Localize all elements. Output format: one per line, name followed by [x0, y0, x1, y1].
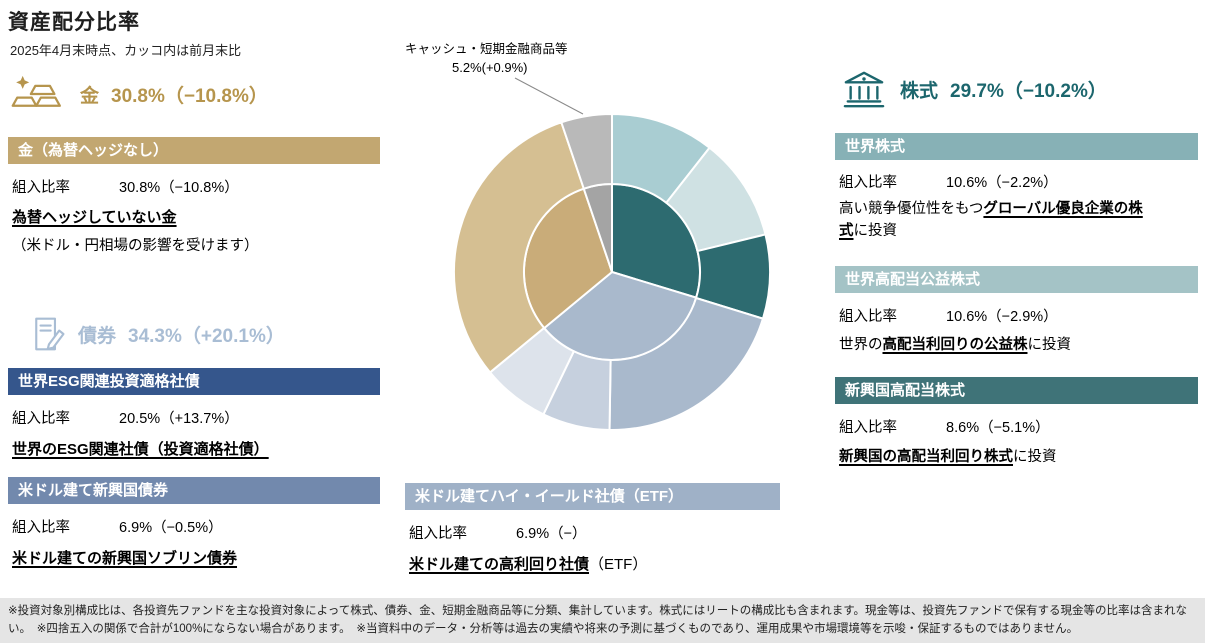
memo-pencil-icon [32, 314, 66, 354]
gold-summary-value: 30.8%（−10.8%） [111, 85, 268, 107]
cash-annotation-value: 5.2%(+0.9%) [452, 60, 528, 75]
gold-bars-icon [10, 74, 68, 114]
utility-stock-card-header: 世界高配当公益株式 [835, 266, 1198, 293]
em-bond-description: 米ドル建ての新興国ソブリン債券 [12, 550, 238, 567]
esg-bond-ratio-line: 組入比率 20.5%（+13.7%） [12, 407, 239, 428]
allocation-pie-chart [453, 77, 771, 431]
hy-bond-ratio-line: 組入比率 6.9%（−） [409, 522, 587, 543]
utility-stock-ratio-value: 10.6%（−2.9%） [946, 309, 1058, 325]
bonds-summary: 債券 34.3%（+20.1%） [32, 314, 285, 354]
ratio-label: 組入比率 [839, 175, 897, 191]
esg-bond-ratio-value: 20.5%（+13.7%） [119, 411, 239, 427]
stocks-summary: 株式 29.7%（−10.2%） [840, 68, 1107, 110]
world-stock-description: 高い競争優位性をもつグローバル優良企業の株式に投資 [839, 201, 1143, 240]
hy-bond-card-header: 米ドル建てハイ・イールド社債（ETF） [405, 483, 780, 510]
gold-note: （米ドル・円相場の影響を受けます） [12, 238, 259, 254]
page-subtitle: 2025年4月末時点、カッコ内は前月末比 [10, 43, 242, 58]
world-stock-ratio-value: 10.6%（−2.2%） [946, 175, 1058, 191]
page-title: 資産配分比率 [8, 11, 140, 34]
em-stock-ratio-line: 組入比率 8.6%（−5.1%） [839, 416, 1050, 437]
ratio-label: 組入比率 [12, 180, 70, 196]
pie-outer-segment-7 [453, 121, 586, 374]
stocks-summary-value: 29.7%（−10.2%） [950, 80, 1107, 102]
esg-bond-card-header: 世界ESG関連投資適格社債 [8, 368, 380, 395]
utility-stock-ratio-line: 組入比率 10.6%（−2.9%） [839, 305, 1058, 326]
bonds-summary-value: 34.3%（+20.1%） [128, 325, 285, 347]
gold-card-header: 金（為替ヘッジなし） [8, 137, 380, 164]
utility-stock-description: 世界の高配当利回りの公益株に投資 [839, 337, 1071, 353]
gold-summary: 金 30.8%（−10.8%） [10, 74, 268, 114]
ratio-label: 組入比率 [12, 411, 70, 427]
gold-ratio-value: 30.8%（−10.8%） [119, 180, 239, 196]
em-stock-ratio-value: 8.6%（−5.1%） [946, 420, 1050, 436]
em-stock-card-header: 新興国高配当株式 [835, 377, 1198, 404]
pie-outer-segment-4 [608, 296, 765, 431]
gold-label: 金 [80, 85, 100, 107]
world-stock-ratio-line: 組入比率 10.6%（−2.2%） [839, 171, 1058, 192]
hy-bond-ratio-value: 6.9%（−） [516, 526, 587, 542]
pie-outer-segment-8 [560, 112, 613, 190]
footnote: ※投資対象別構成比は、各投資先ファンドを主な投資対象によって株式、債券、金、短期… [0, 598, 1205, 643]
bank-building-icon [840, 68, 888, 110]
cash-annotation-label: キャッシュ・短期金融商品等 [405, 42, 568, 56]
hy-bond-description: 米ドル建ての高利回り社債（ETF） [409, 556, 648, 573]
cash-annotation-leader-line [514, 77, 584, 115]
esg-bond-description: 世界のESG関連社債（投資適格社債） [12, 441, 269, 458]
world-stock-card-header: 世界株式 [835, 133, 1198, 160]
ratio-label: 組入比率 [839, 309, 897, 325]
gold-description: 為替ヘッジしていない金 [12, 209, 177, 226]
ratio-label: 組入比率 [409, 526, 467, 542]
ratio-label: 組入比率 [12, 520, 70, 536]
ratio-label: 組入比率 [839, 420, 897, 436]
em-bond-ratio-line: 組入比率 6.9%（−0.5%） [12, 516, 223, 537]
em-bond-ratio-value: 6.9%（−0.5%） [119, 520, 223, 536]
stocks-label: 株式 [900, 80, 939, 102]
bonds-label: 債券 [78, 325, 117, 347]
gold-ratio-line: 組入比率 30.8%（−10.8%） [12, 176, 239, 197]
em-bond-card-header: 米ドル建て新興国債券 [8, 477, 380, 504]
em-stock-description: 新興国の高配当利回り株式に投資 [839, 449, 1057, 465]
